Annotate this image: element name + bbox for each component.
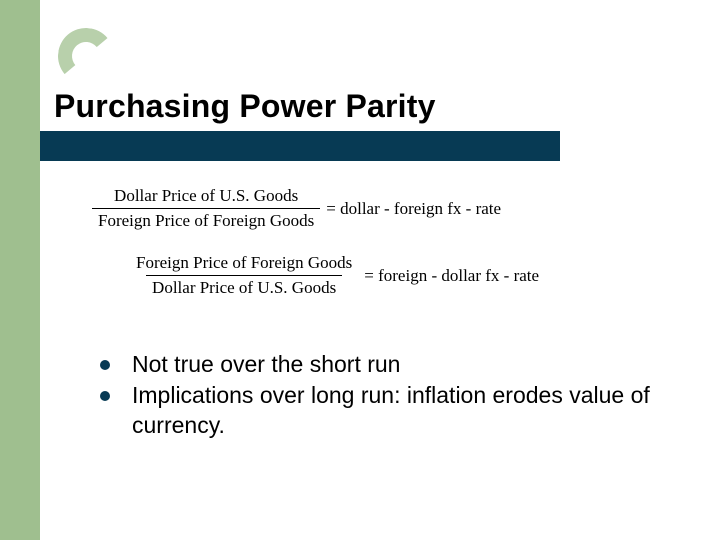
equation-2: Foreign Price of Foreign Goods Dollar Pr… — [90, 253, 650, 298]
equation-1-denominator: Foreign Price of Foreign Goods — [92, 208, 320, 231]
equation-2-numerator: Foreign Price of Foreign Goods — [130, 253, 358, 275]
bullet-icon — [100, 360, 110, 370]
bullet-2-text: Implications over long run: inflation er… — [132, 381, 660, 440]
equations-region: Dollar Price of U.S. Goods Foreign Price… — [90, 186, 650, 320]
arc-decoration — [56, 26, 117, 87]
list-item: Implications over long run: inflation er… — [100, 381, 660, 440]
list-item: Not true over the short run — [100, 350, 660, 379]
equation-2-rhs: = foreign - dollar fx - rate — [358, 266, 539, 286]
title-underline-bar — [40, 131, 560, 161]
equation-1-rhs: = dollar - foreign fx - rate — [320, 199, 501, 219]
equation-1: Dollar Price of U.S. Goods Foreign Price… — [90, 186, 650, 231]
slide-title: Purchasing Power Parity — [54, 88, 436, 125]
equation-1-fraction: Dollar Price of U.S. Goods Foreign Price… — [92, 186, 320, 231]
equation-2-fraction: Foreign Price of Foreign Goods Dollar Pr… — [130, 253, 358, 298]
equation-2-denominator: Dollar Price of U.S. Goods — [146, 275, 342, 298]
bullet-list: Not true over the short run Implications… — [100, 350, 660, 442]
bullet-1-text: Not true over the short run — [132, 350, 660, 379]
equation-1-numerator: Dollar Price of U.S. Goods — [108, 186, 304, 208]
bullet-icon — [100, 391, 110, 401]
left-decorative-bar — [0, 0, 40, 540]
